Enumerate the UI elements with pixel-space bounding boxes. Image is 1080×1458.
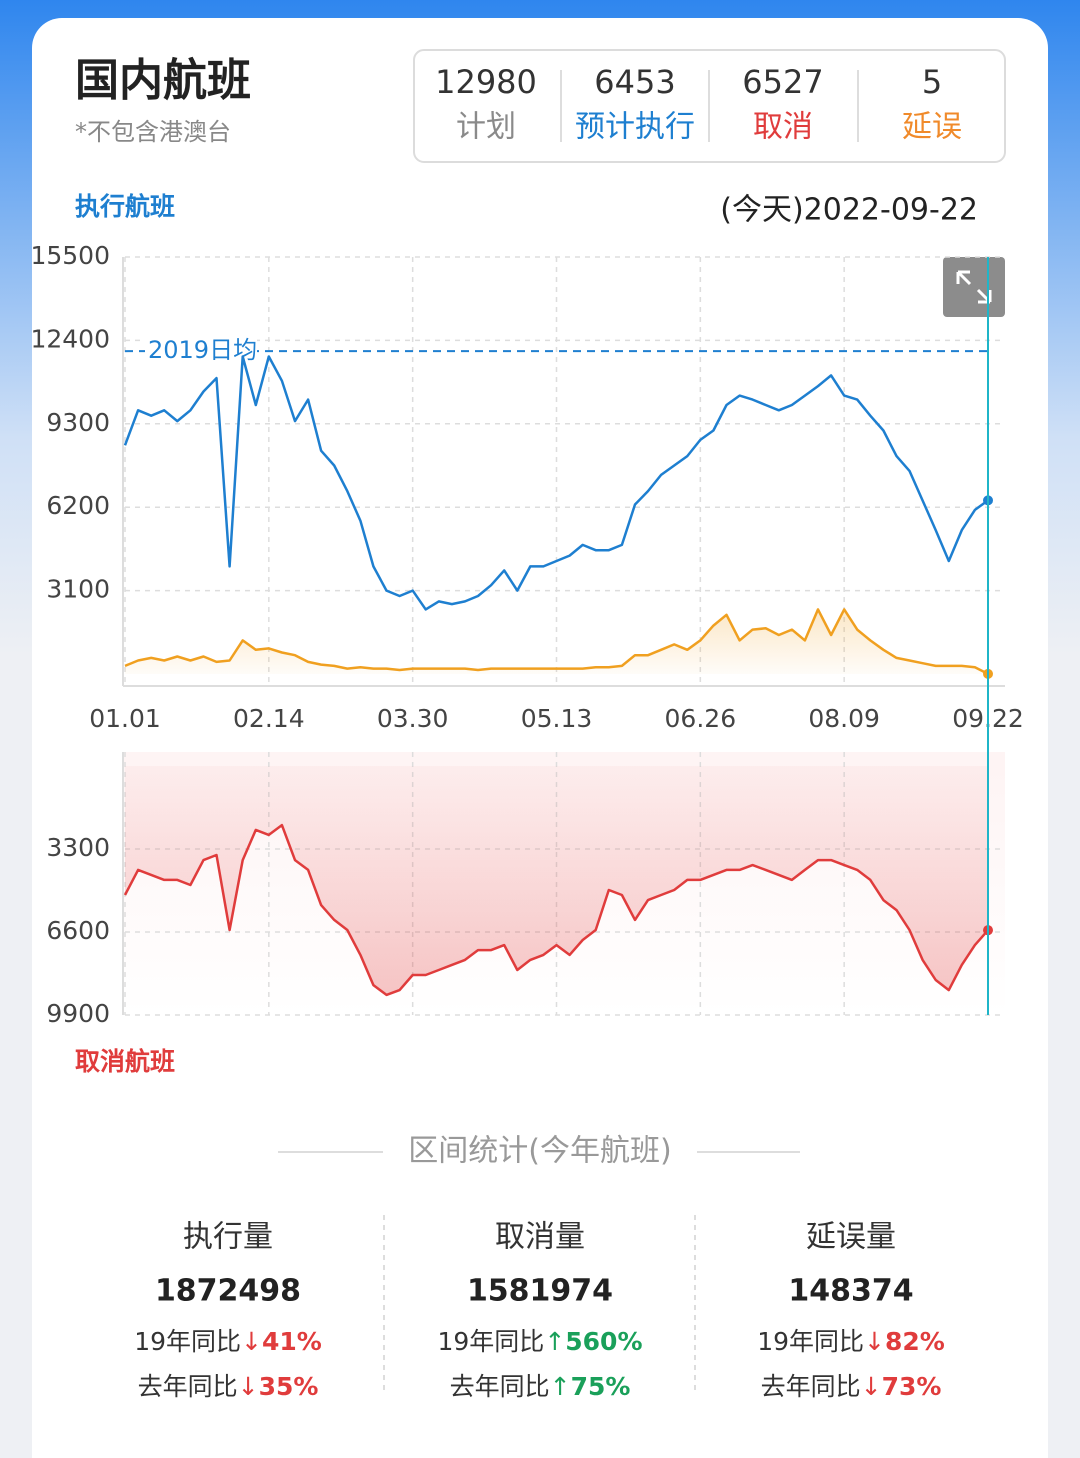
chart-title: 执行航班	[75, 192, 175, 221]
comparison-value: 75%	[571, 1372, 631, 1401]
page-note: *不包含港澳台	[75, 118, 231, 146]
comparison-label: 19年同比	[438, 1327, 545, 1356]
y-tick-label: 12400	[30, 324, 110, 353]
x-tick-label: 02.14	[233, 704, 305, 733]
comparison-arrow: ↑	[544, 1327, 565, 1356]
x-tick-label: 01.01	[89, 704, 161, 733]
comparison-label: 去年同比	[761, 1372, 861, 1401]
summary-label: 预计执行	[575, 110, 695, 145]
comparison-value: 35%	[259, 1372, 319, 1401]
stat-label: 延误量	[806, 1220, 896, 1255]
comparison-value: 560%	[565, 1327, 642, 1356]
stat-total: 148374	[788, 1274, 913, 1309]
card	[32, 18, 1048, 1458]
summary-value: 6527	[742, 63, 823, 101]
summary-value: 6453	[594, 63, 675, 101]
y-tick-label: 9300	[46, 408, 110, 437]
chart-title: 取消航班	[75, 1047, 175, 1076]
reference-label-bg	[145, 337, 257, 366]
stat-comparison: 19年同比↑560%	[438, 1327, 643, 1356]
summary-label: 取消	[753, 110, 813, 145]
stat-comparison: 去年同比↑75%	[450, 1372, 631, 1401]
chart-date: (今天)2022-09-22	[720, 193, 978, 228]
stat-comparison: 19年同比↓41%	[134, 1327, 322, 1356]
comparison-value: 41%	[262, 1327, 322, 1356]
x-tick-label: 06.26	[665, 704, 737, 733]
y-tick-label: 3100	[46, 575, 110, 604]
stat-comparison: 去年同比↓73%	[761, 1372, 942, 1401]
summary-label: 计划	[456, 110, 516, 145]
area-fill	[125, 766, 988, 995]
y-tick-label: 9900	[46, 999, 110, 1028]
comparison-arrow: ↓	[241, 1327, 262, 1356]
comparison-arrow: ↑	[550, 1372, 571, 1401]
comparison-label: 19年同比	[134, 1327, 241, 1356]
y-tick-label: 6200	[46, 491, 110, 520]
comparison-value: 73%	[882, 1372, 942, 1401]
stat-total: 1581974	[467, 1274, 613, 1309]
line	[123, 355, 989, 611]
line	[124, 608, 989, 676]
summary-label: 延误	[902, 110, 962, 145]
stat-comparison: 去年同比↓35%	[138, 1372, 319, 1401]
y-tick-label: 3300	[46, 833, 110, 862]
stat-comparison: 19年同比↓82%	[757, 1327, 945, 1356]
expand-button[interactable]	[943, 257, 1005, 317]
x-tick-label: 05.13	[521, 704, 593, 733]
stats-title: 区间统计(今年航班)	[408, 1134, 671, 1169]
stat-total: 1872498	[155, 1274, 301, 1309]
comparison-label: 去年同比	[138, 1372, 238, 1401]
comparison-arrow: ↓	[238, 1372, 259, 1401]
comparison-label: 19年同比	[757, 1327, 864, 1356]
x-tick-label: 03.30	[377, 704, 449, 733]
summary-value: 5	[922, 63, 942, 101]
comparison-label: 去年同比	[450, 1372, 550, 1401]
summary-value: 12980	[435, 63, 537, 101]
y-tick-label: 6600	[46, 916, 110, 945]
reference-label: 2019日均	[148, 336, 257, 364]
area-fill	[125, 609, 988, 674]
comparison-value: 82%	[885, 1327, 945, 1356]
page-title: 国内航班	[75, 55, 251, 106]
x-tick-label: 08.09	[808, 704, 880, 733]
stat-label: 取消量	[495, 1220, 585, 1255]
comparison-arrow: ↓	[861, 1372, 882, 1401]
expand-icon	[956, 270, 992, 304]
y-tick-label: 15500	[30, 241, 110, 270]
comparison-arrow: ↓	[864, 1327, 885, 1356]
stat-label: 执行量	[183, 1220, 273, 1255]
line	[123, 823, 989, 997]
